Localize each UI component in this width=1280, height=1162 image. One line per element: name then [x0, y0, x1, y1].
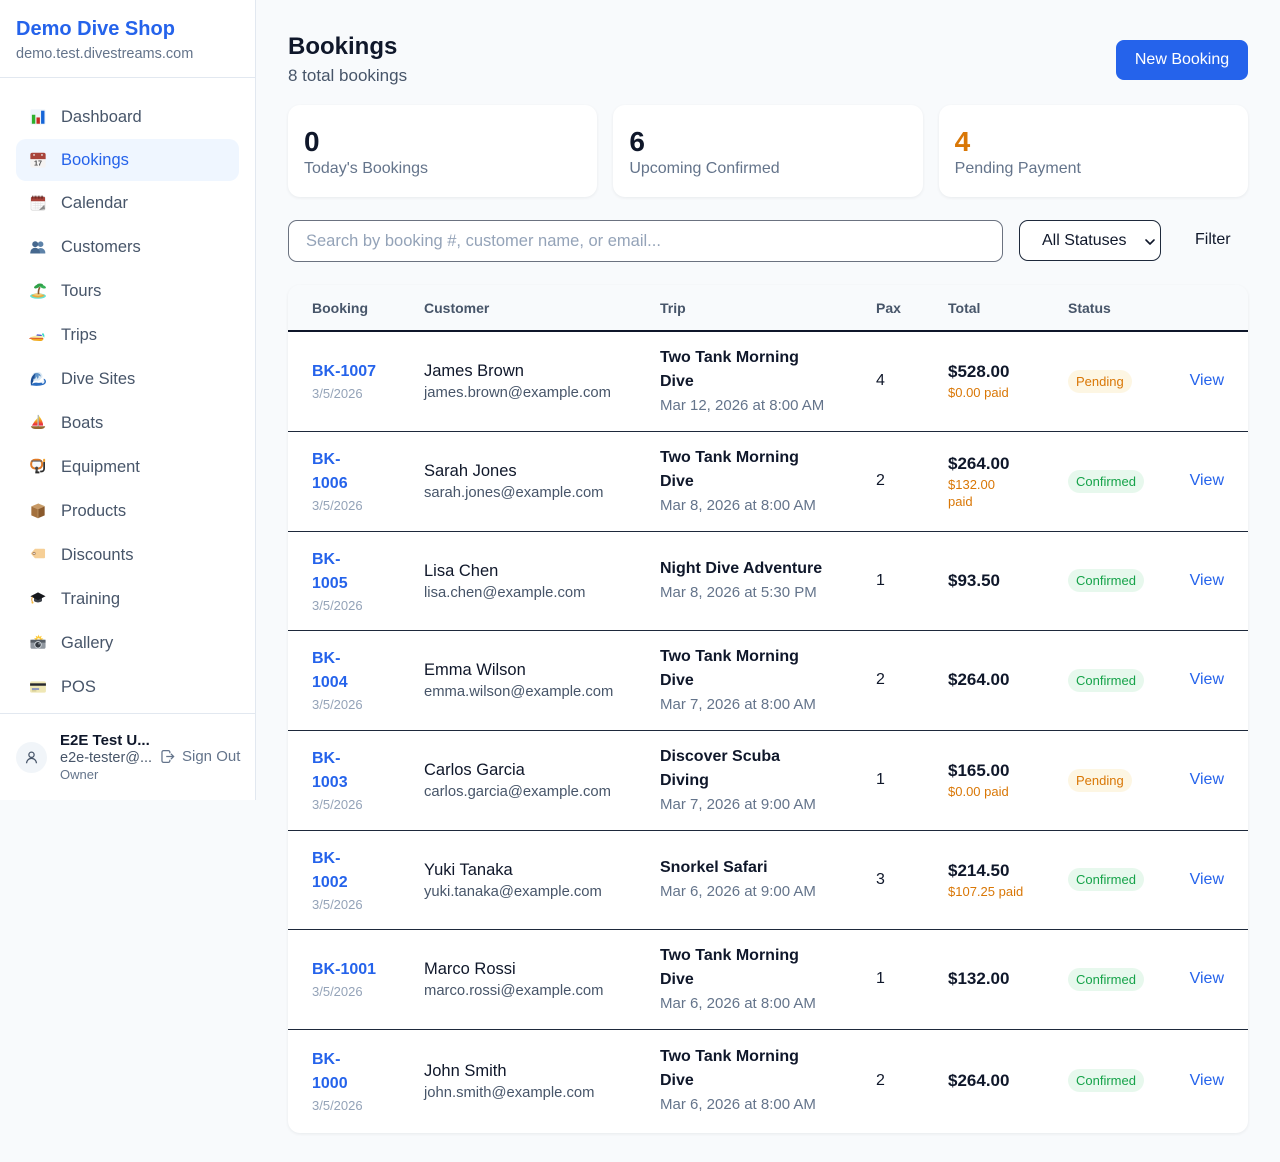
- svg-text:17: 17: [34, 159, 42, 168]
